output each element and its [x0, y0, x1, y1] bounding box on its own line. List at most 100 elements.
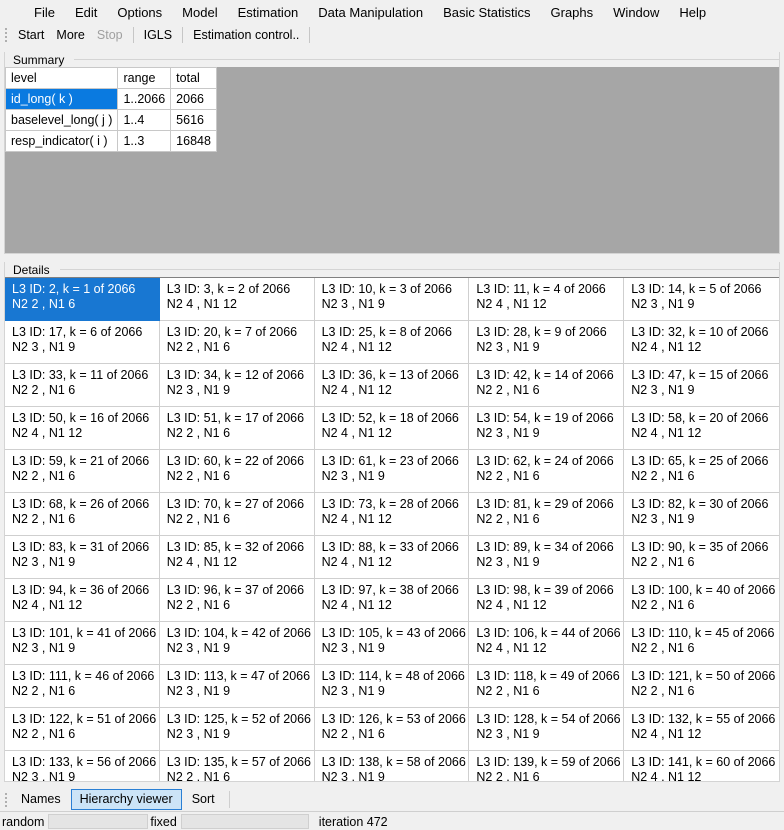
menu-item-basic-statistics[interactable]: Basic Statistics — [443, 4, 531, 20]
hierarchy-unit-cell[interactable]: L3 ID: 135, k = 57 of 2066 N2 2 , N1 6 — [159, 751, 315, 781]
hierarchy-unit-cell[interactable]: L3 ID: 104, k = 42 of 2066 N2 3 , N1 9 — [159, 622, 315, 665]
hierarchy-unit-cell[interactable]: L3 ID: 128, k = 54 of 2066 N2 3 , N1 9 — [469, 708, 625, 751]
hierarchy-unit-cell[interactable]: L3 ID: 132, k = 55 of 2066 N2 4 , N1 12 — [624, 708, 779, 751]
summary-row[interactable]: id_long( k ) 1..2066 2066 — [5, 88, 217, 110]
hierarchy-unit-cell[interactable]: L3 ID: 20, k = 7 of 2066 N2 2 , N1 6 — [159, 321, 315, 364]
hierarchy-unit-cell[interactable]: L3 ID: 62, k = 24 of 2066 N2 2 , N1 6 — [469, 450, 625, 493]
hierarchy-unit-cell[interactable]: L3 ID: 106, k = 44 of 2066 N2 4 , N1 12 — [469, 622, 625, 665]
hierarchy-unit-cell[interactable]: L3 ID: 118, k = 49 of 2066 N2 2 , N1 6 — [469, 665, 625, 708]
hierarchy-unit-cell[interactable]: L3 ID: 126, k = 53 of 2066 N2 2 , N1 6 — [314, 708, 470, 751]
menu-item-model[interactable]: Model — [182, 4, 218, 20]
hierarchy-unit-cell[interactable]: L3 ID: 100, k = 40 of 2066 N2 2 , N1 6 — [624, 579, 779, 622]
hierarchy-unit-cell[interactable]: L3 ID: 34, k = 12 of 2066 N2 3 , N1 9 — [159, 364, 315, 407]
hierarchy-unit-cell[interactable]: L3 ID: 88, k = 33 of 2066 N2 4 , N1 12 — [314, 536, 470, 579]
summary-cell-range[interactable]: 1..4 — [117, 109, 172, 131]
hierarchy-unit-cell[interactable]: L3 ID: 111, k = 46 of 2066 N2 2 , N1 6 — [5, 665, 160, 708]
hierarchy-unit-cell[interactable]: L3 ID: 59, k = 21 of 2066 N2 2 , N1 6 — [5, 450, 160, 493]
hierarchy-unit-cell[interactable]: L3 ID: 90, k = 35 of 2066 N2 2 , N1 6 — [624, 536, 779, 579]
random-value-field — [48, 814, 149, 829]
hierarchy-unit-cell[interactable]: L3 ID: 2, k = 1 of 2066 N2 2 , N1 6 — [5, 278, 160, 321]
hierarchy-unit-cell[interactable]: L3 ID: 141, k = 60 of 2066 N2 4 , N1 12 — [624, 751, 779, 781]
hierarchy-unit-cell[interactable]: L3 ID: 32, k = 10 of 2066 N2 4 , N1 12 — [624, 321, 779, 364]
hierarchy-unit-cell[interactable]: L3 ID: 10, k = 3 of 2066 N2 3 , N1 9 — [314, 278, 470, 321]
hierarchy-unit-cell[interactable]: L3 ID: 114, k = 48 of 2066 N2 3 , N1 9 — [314, 665, 470, 708]
hierarchy-unit-cell[interactable]: L3 ID: 42, k = 14 of 2066 N2 2 , N1 6 — [469, 364, 625, 407]
summary-cell-total[interactable]: 2066 — [170, 88, 217, 110]
summary-cell-range[interactable]: 1..3 — [117, 130, 172, 152]
hierarchy-unit-cell[interactable]: L3 ID: 138, k = 58 of 2066 N2 3 , N1 9 — [314, 751, 470, 781]
start-button[interactable]: Start — [18, 27, 45, 42]
hierarchy-unit-cell[interactable]: L3 ID: 11, k = 4 of 2066 N2 4 , N1 12 — [469, 278, 625, 321]
hierarchy-unit-cell[interactable]: L3 ID: 68, k = 26 of 2066 N2 2 , N1 6 — [5, 493, 160, 536]
igls-button[interactable]: IGLS — [143, 27, 173, 42]
hierarchy-unit-cell[interactable]: L3 ID: 51, k = 17 of 2066 N2 2 , N1 6 — [159, 407, 315, 450]
summary-cell-total[interactable]: 5616 — [170, 109, 217, 131]
tabbar-grip[interactable] — [2, 792, 10, 808]
summary-cell-range[interactable]: 1..2066 — [117, 88, 172, 110]
menu-item-estimation[interactable]: Estimation — [237, 4, 299, 20]
menu-item-data-manipulation[interactable]: Data Manipulation — [318, 4, 424, 20]
hierarchy-unit-cell[interactable]: L3 ID: 73, k = 28 of 2066 N2 4 , N1 12 — [314, 493, 470, 536]
summary-cell-total[interactable]: 16848 — [170, 130, 217, 152]
hierarchy-unit-cell[interactable]: L3 ID: 98, k = 39 of 2066 N2 4 , N1 12 — [469, 579, 625, 622]
menu-item-window[interactable]: Window — [613, 4, 660, 20]
hierarchy-unit-cell[interactable]: L3 ID: 133, k = 56 of 2066 N2 3 , N1 9 — [5, 751, 160, 781]
hierarchy-unit-cell[interactable]: L3 ID: 101, k = 41 of 2066 N2 3 , N1 9 — [5, 622, 160, 665]
hierarchy-unit-cell[interactable]: L3 ID: 125, k = 52 of 2066 N2 3 , N1 9 — [159, 708, 315, 751]
menu-item-file[interactable]: File — [34, 4, 55, 20]
hierarchy-unit-cell[interactable]: L3 ID: 121, k = 50 of 2066 N2 2 , N1 6 — [624, 665, 779, 708]
hierarchy-unit-cell[interactable]: L3 ID: 96, k = 37 of 2066 N2 2 , N1 6 — [159, 579, 315, 622]
tab-names[interactable]: Names — [21, 792, 61, 806]
hierarchy-unit-cell[interactable]: L3 ID: 122, k = 51 of 2066 N2 2 , N1 6 — [5, 708, 160, 751]
hierarchy-unit-id-label: L3 ID: 111, k = 46 of 2066 — [12, 669, 155, 683]
hierarchy-unit-cell[interactable]: L3 ID: 139, k = 59 of 2066 N2 2 , N1 6 — [469, 751, 625, 781]
hierarchy-unit-cell[interactable]: L3 ID: 65, k = 25 of 2066 N2 2 , N1 6 — [624, 450, 779, 493]
hierarchy-unit-cell[interactable]: L3 ID: 70, k = 27 of 2066 N2 2 , N1 6 — [159, 493, 315, 536]
hierarchy-unit-cell[interactable]: L3 ID: 28, k = 9 of 2066 N2 3 , N1 9 — [469, 321, 625, 364]
menu-item-options[interactable]: Options — [117, 4, 163, 20]
estimation-control-button[interactable]: Estimation control.. — [193, 27, 300, 42]
hierarchy-unit-cell[interactable]: L3 ID: 17, k = 6 of 2066 N2 3 , N1 9 — [5, 321, 160, 364]
hierarchy-unit-id-label: L3 ID: 42, k = 14 of 2066 — [476, 368, 614, 382]
hierarchy-unit-cell[interactable]: L3 ID: 54, k = 19 of 2066 N2 3 , N1 9 — [469, 407, 625, 450]
hierarchy-unit-cell[interactable]: L3 ID: 33, k = 11 of 2066 N2 2 , N1 6 — [5, 364, 160, 407]
summary-col-header-total[interactable]: total — [170, 67, 217, 89]
hierarchy-unit-cell[interactable]: L3 ID: 60, k = 22 of 2066 N2 2 , N1 6 — [159, 450, 315, 493]
hierarchy-unit-counts-label: N2 3 , N1 9 — [166, 727, 231, 741]
hierarchy-unit-cell[interactable]: L3 ID: 52, k = 18 of 2066 N2 4 , N1 12 — [314, 407, 470, 450]
hierarchy-unit-cell[interactable]: L3 ID: 105, k = 43 of 2066 N2 3 , N1 9 — [314, 622, 470, 665]
hierarchy-unit-cell[interactable]: L3 ID: 58, k = 20 of 2066 N2 4 , N1 12 — [624, 407, 779, 450]
hierarchy-unit-cell[interactable]: L3 ID: 25, k = 8 of 2066 N2 4 , N1 12 — [314, 321, 470, 364]
hierarchy-unit-cell[interactable]: L3 ID: 94, k = 36 of 2066 N2 4 , N1 12 — [5, 579, 160, 622]
summary-cell-level[interactable]: id_long( k ) — [5, 88, 119, 110]
summary-row[interactable]: baselevel_long( j ) 1..4 5616 — [5, 109, 217, 131]
summary-col-header-range[interactable]: range — [117, 67, 172, 89]
hierarchy-viewer-grid-container[interactable]: L3 ID: 2, k = 1 of 2066 N2 2 , N1 6 L3 ID:… — [5, 277, 779, 781]
hierarchy-unit-cell[interactable]: L3 ID: 83, k = 31 of 2066 N2 3 , N1 9 — [5, 536, 160, 579]
summary-cell-level[interactable]: resp_indicator( i ) — [5, 130, 119, 152]
hierarchy-unit-cell[interactable]: L3 ID: 97, k = 38 of 2066 N2 4 , N1 12 — [314, 579, 470, 622]
hierarchy-unit-cell[interactable]: L3 ID: 61, k = 23 of 2066 N2 3 , N1 9 — [314, 450, 470, 493]
hierarchy-unit-counts-label: N2 3 , N1 9 — [321, 469, 385, 483]
toolbar-grip[interactable] — [2, 27, 10, 43]
hierarchy-unit-cell[interactable]: L3 ID: 36, k = 13 of 2066 N2 4 , N1 12 — [314, 364, 470, 407]
summary-cell-level[interactable]: baselevel_long( j ) — [5, 109, 119, 131]
hierarchy-unit-cell[interactable]: L3 ID: 3, k = 2 of 2066 N2 4 , N1 12 — [159, 278, 315, 321]
more-button[interactable]: More — [56, 27, 85, 42]
hierarchy-unit-cell[interactable]: L3 ID: 14, k = 5 of 2066 N2 3 , N1 9 — [624, 278, 779, 321]
summary-row[interactable]: resp_indicator( i ) 1..3 16848 — [5, 130, 217, 152]
hierarchy-unit-cell[interactable]: L3 ID: 50, k = 16 of 2066 N2 4 , N1 12 — [5, 407, 160, 450]
hierarchy-unit-cell[interactable]: L3 ID: 89, k = 34 of 2066 N2 3 , N1 9 — [469, 536, 625, 579]
hierarchy-unit-cell[interactable]: L3 ID: 110, k = 45 of 2066 N2 2 , N1 6 — [624, 622, 779, 665]
hierarchy-unit-cell[interactable]: L3 ID: 85, k = 32 of 2066 N2 4 , N1 12 — [159, 536, 315, 579]
menu-item-graphs[interactable]: Graphs — [550, 4, 594, 20]
summary-col-header-level[interactable]: level — [5, 67, 119, 89]
hierarchy-unit-cell[interactable]: L3 ID: 113, k = 47 of 2066 N2 3 , N1 9 — [159, 665, 315, 708]
tab-hierarchy-viewer[interactable]: Hierarchy viewer — [70, 789, 182, 810]
hierarchy-unit-cell[interactable]: L3 ID: 81, k = 29 of 2066 N2 2 , N1 6 — [469, 493, 625, 536]
hierarchy-unit-cell[interactable]: L3 ID: 82, k = 30 of 2066 N2 3 , N1 9 — [624, 493, 779, 536]
menu-item-edit[interactable]: Edit — [74, 4, 98, 20]
tab-sort[interactable]: Sort — [191, 792, 215, 806]
menu-item-help[interactable]: Help — [679, 4, 707, 20]
hierarchy-unit-cell[interactable]: L3 ID: 47, k = 15 of 2066 N2 3 , N1 9 — [624, 364, 779, 407]
